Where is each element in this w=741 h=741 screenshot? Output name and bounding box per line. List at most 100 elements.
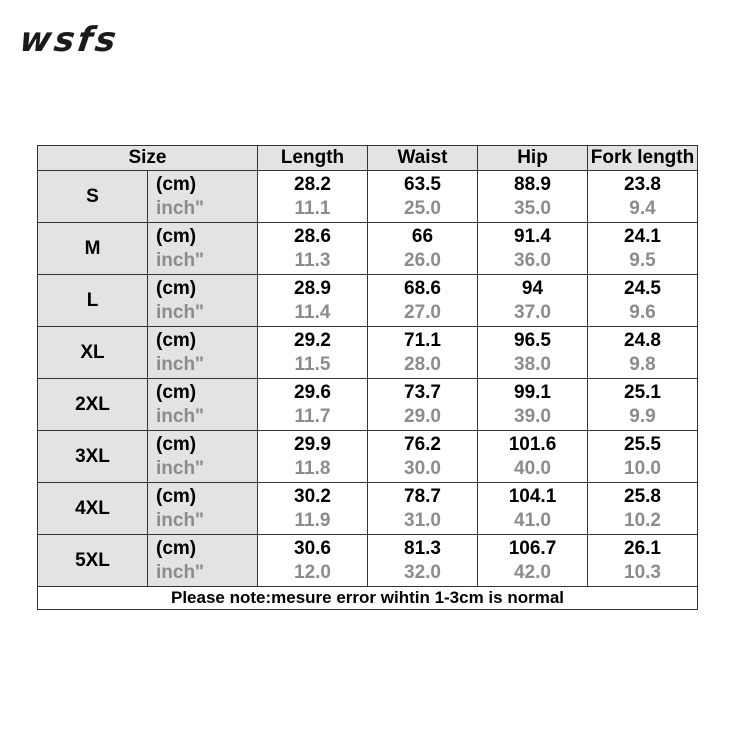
waist-inch-value: 27.0 xyxy=(404,302,441,323)
size-label: 3XL xyxy=(37,430,148,483)
waist-cell: 78.7 31.0 xyxy=(367,482,478,535)
waist-cm-value: 81.3 xyxy=(404,538,441,559)
fork-length-cm-value: 24.8 xyxy=(624,330,661,351)
hip-cell: 96.5 38.0 xyxy=(477,326,588,379)
fork-length-inch-value: 9.8 xyxy=(629,354,656,375)
fork-length-inch-value: 10.2 xyxy=(624,510,661,531)
length-cell: 29.2 11.5 xyxy=(257,326,368,379)
unit-cell: (cm) inch" xyxy=(147,534,258,587)
fork-length-cell: 24.1 9.5 xyxy=(587,222,698,275)
waist-inch-value: 30.0 xyxy=(404,458,441,479)
waist-inch-value: 26.0 xyxy=(404,250,441,271)
unit-cm-label: (cm) xyxy=(156,226,197,247)
unit-cm-label: (cm) xyxy=(156,330,197,351)
hip-cell: 94 37.0 xyxy=(477,274,588,327)
length-cm-value: 30.6 xyxy=(294,538,331,559)
fork-length-cm-value: 24.1 xyxy=(624,226,661,247)
unit-cell: (cm) inch" xyxy=(147,326,258,379)
hip-inch-value: 40.0 xyxy=(514,458,551,479)
table-row: XL (cm) inch" 29.2 11.5 71.1 28.0 96.5 38.0 24.8 9… xyxy=(37,326,698,379)
hip-cm-value: 94 xyxy=(521,278,544,299)
hip-inch-value: 36.0 xyxy=(514,250,551,271)
unit-cell: (cm) inch" xyxy=(147,274,258,327)
unit-inch-label: inch" xyxy=(156,198,205,219)
hip-cell: 106.7 42.0 xyxy=(477,534,588,587)
waist-cell: 66 26.0 xyxy=(367,222,478,275)
length-cell: 28.9 11.4 xyxy=(257,274,368,327)
unit-inch-label: inch" xyxy=(156,510,205,531)
waist-cm-value: 71.1 xyxy=(404,330,441,351)
brand-logo: wsfs xyxy=(17,20,122,60)
waist-cm-value: 66 xyxy=(411,226,434,247)
fork-length-inch-value: 9.5 xyxy=(629,250,656,271)
unit-cm-label: (cm) xyxy=(156,538,197,559)
waist-inch-value: 29.0 xyxy=(404,406,441,427)
length-cell: 30.6 12.0 xyxy=(257,534,368,587)
size-label: XL xyxy=(37,326,148,379)
fork-length-inch-value: 9.4 xyxy=(629,198,656,219)
hip-inch-value: 41.0 xyxy=(514,510,551,531)
hip-cm-value: 101.6 xyxy=(508,434,557,455)
length-inch-value: 11.4 xyxy=(294,302,331,323)
header-row: Size Length Waist Hip Fork length xyxy=(37,145,698,171)
hip-inch-value: 42.0 xyxy=(514,562,551,583)
length-cell: 30.2 11.9 xyxy=(257,482,368,535)
table-row: 2XL (cm) inch" 29.6 11.7 73.7 29.0 99.1 39.0 25.1… xyxy=(37,378,698,431)
waist-inch-value: 32.0 xyxy=(404,562,441,583)
hip-cell: 88.9 35.0 xyxy=(477,170,588,223)
size-rows: S (cm) inch" 28.2 11.1 63.5 25.0 88.9 35.0 23.8 9.… xyxy=(37,170,698,587)
unit-cm-label: (cm) xyxy=(156,434,197,455)
note-row: Please note:mesure error wihtin 1-3cm is… xyxy=(37,586,698,610)
header-waist: Waist xyxy=(367,145,478,171)
unit-cell: (cm) inch" xyxy=(147,222,258,275)
length-cm-value: 29.2 xyxy=(294,330,331,351)
length-inch-value: 11.9 xyxy=(294,510,331,531)
length-cm-value: 29.6 xyxy=(294,382,331,403)
waist-inch-value: 31.0 xyxy=(404,510,441,531)
waist-cell: 68.6 27.0 xyxy=(367,274,478,327)
hip-cell: 104.1 41.0 xyxy=(477,482,588,535)
length-cm-value: 28.6 xyxy=(294,226,331,247)
size-chart-table: Size Length Waist Hip Fork length S (cm) i… xyxy=(37,145,698,610)
table-row: L (cm) inch" 28.9 11.4 68.6 27.0 94 37.0 24.5 9.6 xyxy=(37,274,698,327)
size-label: 5XL xyxy=(37,534,148,587)
waist-cm-value: 78.7 xyxy=(404,486,441,507)
unit-cell: (cm) inch" xyxy=(147,378,258,431)
unit-cm-label: (cm) xyxy=(156,382,197,403)
unit-cell: (cm) inch" xyxy=(147,170,258,223)
fork-length-cell: 25.1 9.9 xyxy=(587,378,698,431)
length-inch-value: 11.5 xyxy=(294,354,331,375)
waist-cell: 71.1 28.0 xyxy=(367,326,478,379)
length-cell: 29.9 11.8 xyxy=(257,430,368,483)
fork-length-cell: 24.5 9.6 xyxy=(587,274,698,327)
waist-cell: 76.2 30.0 xyxy=(367,430,478,483)
unit-inch-label: inch" xyxy=(156,302,205,323)
length-inch-value: 11.1 xyxy=(294,198,331,219)
unit-cm-label: (cm) xyxy=(156,278,197,299)
unit-cm-label: (cm) xyxy=(156,174,197,195)
waist-cm-value: 63.5 xyxy=(404,174,441,195)
fork-length-cm-value: 23.8 xyxy=(624,174,661,195)
length-inch-value: 11.7 xyxy=(294,406,331,427)
fork-length-cell: 26.1 10.3 xyxy=(587,534,698,587)
waist-cm-value: 68.6 xyxy=(404,278,441,299)
header-fork-length: Fork length xyxy=(587,145,698,171)
waist-cm-value: 73.7 xyxy=(404,382,441,403)
size-label: 2XL xyxy=(37,378,148,431)
unit-cell: (cm) inch" xyxy=(147,482,258,535)
table-row: 5XL (cm) inch" 30.6 12.0 81.3 32.0 106.7 42.0 26.… xyxy=(37,534,698,587)
length-inch-value: 11.8 xyxy=(294,458,331,479)
length-cm-value: 28.2 xyxy=(294,174,331,195)
hip-inch-value: 37.0 xyxy=(514,302,551,323)
length-cm-value: 28.9 xyxy=(294,278,331,299)
header-hip: Hip xyxy=(477,145,588,171)
hip-cm-value: 96.5 xyxy=(514,330,551,351)
fork-length-cm-value: 25.8 xyxy=(624,486,661,507)
unit-cell: (cm) inch" xyxy=(147,430,258,483)
measurement-note: Please note:mesure error wihtin 1-3cm is… xyxy=(37,586,698,610)
unit-inch-label: inch" xyxy=(156,406,205,427)
fork-length-inch-value: 9.9 xyxy=(629,406,656,427)
waist-inch-value: 25.0 xyxy=(404,198,441,219)
hip-cm-value: 104.1 xyxy=(508,486,557,507)
size-label: M xyxy=(37,222,148,275)
